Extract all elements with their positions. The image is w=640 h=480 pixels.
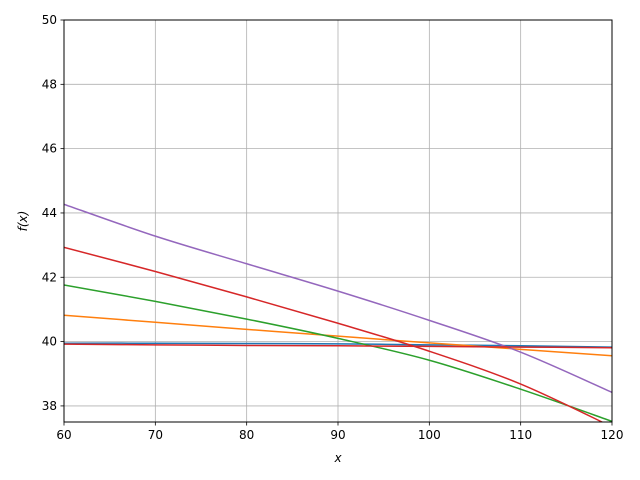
y-tick-label: 48 [42, 77, 57, 91]
y-tick-label: 40 [42, 335, 57, 349]
y-tick-label: 44 [42, 206, 57, 220]
series-line-4 [64, 246, 604, 422]
x-tick-label: 60 [56, 428, 71, 442]
x-tick-label: 100 [418, 428, 441, 442]
series-line-1 [64, 342, 612, 348]
x-tick-label: 120 [601, 428, 624, 442]
y-tick-label: 38 [42, 399, 57, 413]
y-tick-label: 46 [42, 142, 57, 156]
series-line-2 [64, 314, 612, 357]
y-axis-label: f(x) [16, 211, 30, 232]
x-tick-label: 110 [509, 428, 532, 442]
x-tick-label: 80 [239, 428, 254, 442]
y-tick-label: 50 [42, 13, 57, 27]
series-line-6 [64, 343, 612, 349]
series-layer [64, 203, 612, 422]
x-axis-label: x [333, 451, 342, 465]
y-tick-label: 42 [42, 270, 57, 284]
x-tick-label: 70 [148, 428, 163, 442]
axis-ticks: 60 70 80 90 100 110 120 38 40 42 44 46 48 50 [42, 13, 624, 442]
x-tick-label: 90 [330, 428, 345, 442]
series-line-3 [64, 284, 612, 422]
series-line-5 [64, 203, 612, 394]
